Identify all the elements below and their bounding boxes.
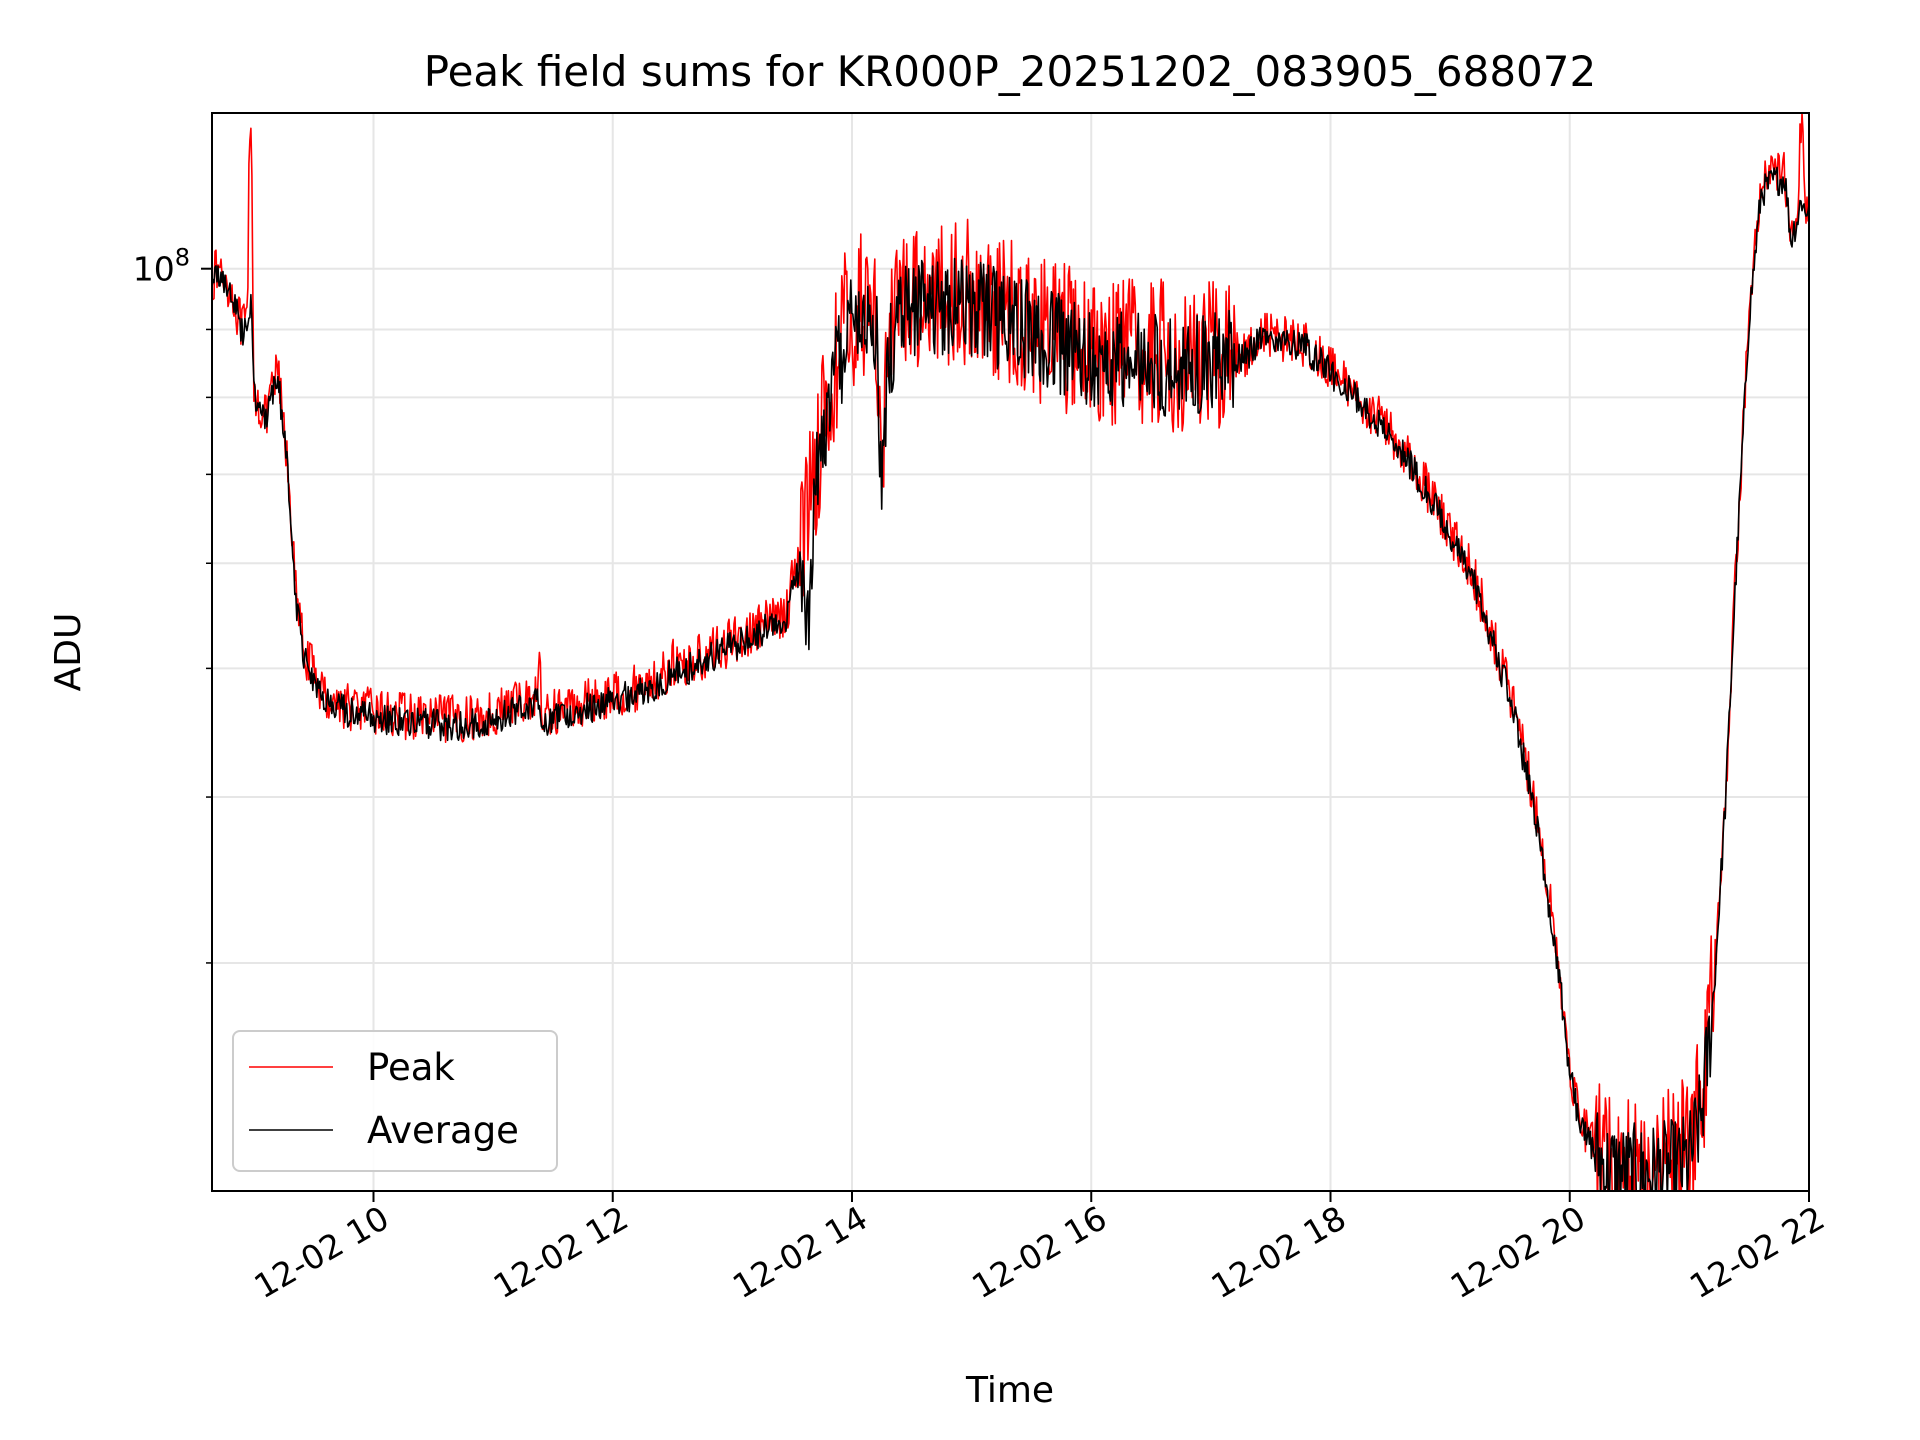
legend-box <box>232 1030 558 1172</box>
chart-title: Peak field sums for KR000P_20251202_0839… <box>424 47 1596 96</box>
legend: Peak Average <box>232 1030 558 1172</box>
legend-average-label: Average <box>367 1109 519 1152</box>
plot-frame <box>211 112 1810 1192</box>
y-tick-label-0: 108 <box>133 244 190 289</box>
y-axis-ticks: 108 <box>133 244 212 964</box>
x-axis-label: Time <box>965 1370 1054 1411</box>
y-axis-label: ADU <box>48 613 89 692</box>
legend-peak-label: Peak <box>367 1046 455 1089</box>
series-lines <box>212 113 1809 1191</box>
series-line-average <box>212 166 1809 1191</box>
